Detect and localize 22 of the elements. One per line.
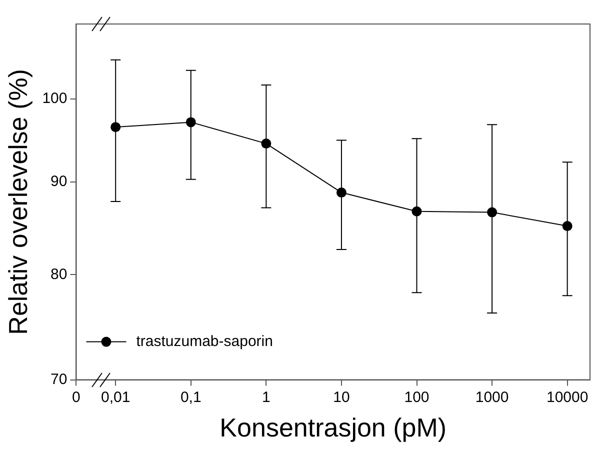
x-tick-label: 0 [72,388,80,406]
y-axis-title: Relativ overlevelse (%) [2,68,33,335]
point [186,117,196,128]
y-tick-label: 80 [50,266,68,283]
y-tick-label: 90 [50,173,68,190]
x-tick-label: 10000 [546,388,588,406]
point [110,122,121,132]
x-tick-label: 1 [262,388,270,406]
point [261,138,272,149]
x-tick-label: 1000 [475,388,509,406]
x-tick-label: 0,1 [180,388,202,406]
point [562,221,572,232]
point [487,207,498,218]
y-tick-label: 100 [42,90,68,108]
x-axis-title: Konsentrasjon (pM) [220,412,447,443]
y-tick-label: 70 [50,370,68,388]
x-tick-label: 0,01 [100,388,130,406]
point [336,188,346,198]
legend-label: trastuzumab-saporin [136,332,273,350]
point [412,206,422,216]
x-tick-label: 10 [333,388,350,406]
x-tick-label: 100 [404,388,430,406]
